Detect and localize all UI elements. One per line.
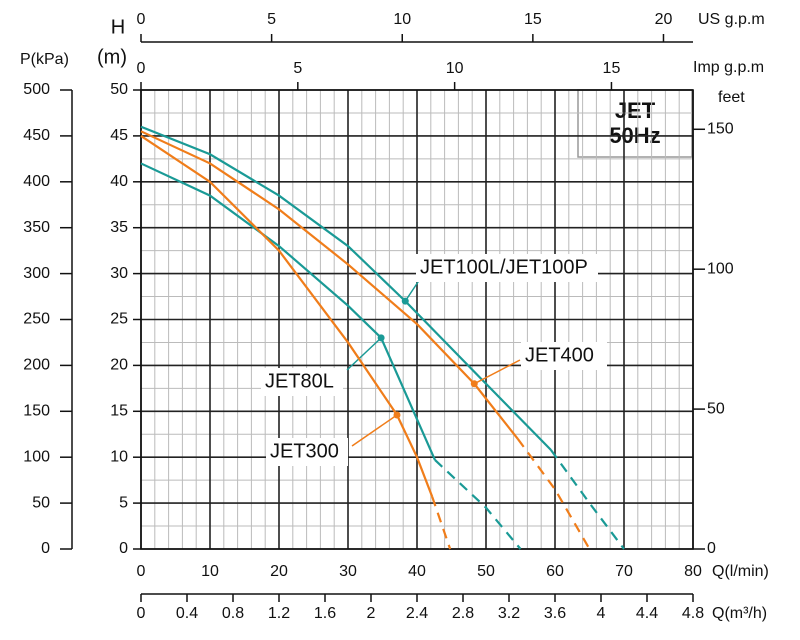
y-tick-label: 50 [110,81,128,98]
y-tick-label: 30 [110,265,128,282]
m3h-tick-label: 4.8 [682,605,704,622]
series-label: JET400 [525,344,594,366]
y-tick-label: 25 [110,311,128,328]
y-tick-label: 45 [110,127,128,144]
m3h-tick-label: 0.8 [222,605,244,622]
y-tick-label: 15 [110,403,128,420]
title-box [577,89,693,158]
m3h-tick-label: 3.2 [498,605,520,622]
m3h-tick-label: 0 [137,605,146,622]
pressure-tick-label: 300 [23,265,50,282]
feet-tick-label: 0 [707,540,716,557]
us-gpm-tick-label: 10 [393,11,411,28]
label-bg [416,254,598,282]
x-tick-label: 80 [684,563,702,580]
leader-line [346,337,382,371]
m3h-tick-label: 1.6 [314,605,336,622]
pressure-tick-label: 250 [23,311,50,328]
feet-axis-title: feet [718,89,745,106]
x-tick-label: 50 [477,563,495,580]
m3h-tick-label: 1.2 [268,605,290,622]
curve [140,162,436,461]
curve-extension [516,438,591,550]
imp-gpm-tick-label: 0 [137,60,146,77]
us-gpm-tick-label: 20 [655,11,673,28]
m3h-tick-label: 4.4 [636,605,658,622]
pressure-tick-label: 350 [23,219,50,236]
m3h-tick-label: 2.4 [406,605,428,622]
marker [401,297,409,305]
feet-tick-label: 100 [707,260,734,277]
series-label: JET300 [270,440,339,462]
marker [393,411,401,419]
x-tick-label: 30 [339,563,357,580]
pressure-tick-label: 50 [32,494,50,511]
label-bg [261,368,343,396]
m3h-tick-label: 3.6 [544,605,566,622]
curve-extension [434,459,522,550]
us-gpm-tick-label: 15 [524,11,542,28]
y-tick-label: 0 [119,540,128,557]
m3h-tick-label: 0.4 [176,605,198,622]
pressure-tick-label: 400 [23,173,50,190]
x-tick-label: 0 [137,563,146,580]
y-tick-label: 20 [110,357,128,374]
curve [140,125,552,451]
leader-line [473,359,521,385]
us-gpm-tick-label: 5 [267,11,276,28]
y-tick-label: 10 [110,448,128,465]
y-tick-label: 5 [119,494,128,511]
y-axis-title: H [111,16,125,38]
pressure-tick-label: 200 [23,357,50,374]
y-tick-label: 40 [110,173,128,190]
curve-extension [549,449,625,550]
feet-tick-label: 50 [707,400,725,417]
marker [470,380,478,388]
pressure-axis-title: P(kPa) [20,51,69,68]
pressure-tick-label: 0 [41,540,50,557]
x-tick-label: 20 [270,563,288,580]
y-tick-label: 35 [110,219,128,236]
us-gpm-tick-label: 0 [137,11,146,28]
pressure-tick-label: 150 [23,403,50,420]
pressure-tick-label: 500 [23,81,50,98]
x-axis-title: Q(l/min) [712,563,769,580]
series-label: JET100L/JET100P [420,256,588,278]
curve [140,134,434,498]
x-tick-label: 70 [615,563,633,580]
m3h-tick-label: 2 [367,605,376,622]
label-bg [266,438,348,466]
box-title: JET [615,98,656,123]
m3h-tick-label: 4 [597,605,606,622]
series-label: JET80L [265,370,334,392]
y-axis-unit: (m) [97,46,127,68]
us-gpm-axis-title: US g.p.m [698,11,765,28]
x-tick-label: 60 [546,563,564,580]
imp-gpm-tick-label: 10 [446,60,464,77]
leader-line [351,414,398,447]
feet-tick-label: 150 [707,121,734,138]
x-tick-label: 40 [408,563,426,580]
m3h-axis-title: Q(m³/h) [712,605,767,622]
imp-gpm-tick-label: 5 [293,60,302,77]
imp-gpm-tick-label: 15 [603,60,621,77]
pressure-tick-label: 100 [23,448,50,465]
curve-extension [431,496,452,550]
imp-gpm-axis-title: Imp g.p.m [693,59,764,76]
x-tick-label: 10 [201,563,219,580]
marker [377,334,385,342]
label-bg [521,342,607,370]
m3h-tick-label: 2.8 [452,605,474,622]
pressure-tick-label: 450 [23,127,50,144]
plot-frame [140,89,694,550]
